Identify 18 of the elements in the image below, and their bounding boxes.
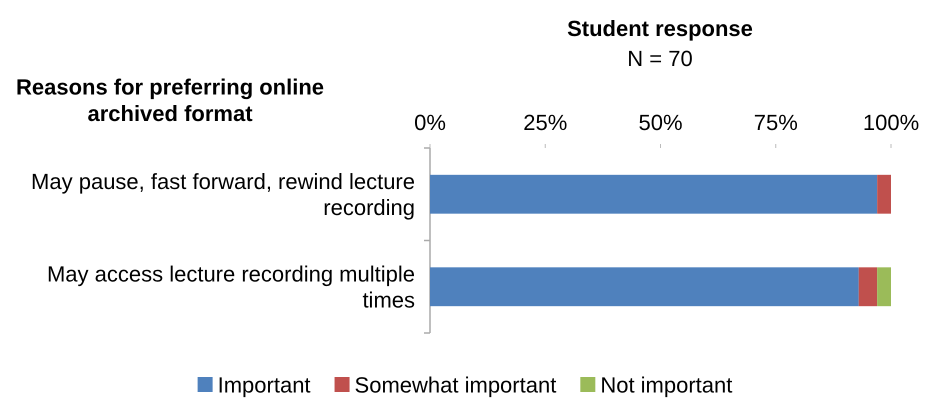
x-tick-label: 100% bbox=[862, 110, 920, 135]
legend-label: Not important bbox=[600, 372, 732, 398]
chart-subtitle: N = 70 bbox=[627, 46, 693, 71]
legend-label: Somewhat important bbox=[354, 372, 556, 398]
legend-label: Important bbox=[218, 372, 311, 398]
bar bbox=[877, 174, 891, 214]
bar bbox=[858, 267, 878, 306]
chart-title: Student response bbox=[567, 16, 753, 41]
x-tick-label: 75% bbox=[754, 110, 798, 135]
bar bbox=[430, 174, 878, 214]
bar bbox=[430, 267, 859, 306]
y-tick-label: May pause, fast forward, rewind lecture recording bbox=[31, 168, 415, 220]
x-tick-label: 0% bbox=[414, 110, 446, 135]
x-tick-label: 25% bbox=[523, 110, 568, 135]
bar bbox=[877, 267, 891, 306]
y-tick-label: May access lecture recording multiple times bbox=[46, 261, 415, 313]
x-tick-label: 50% bbox=[638, 110, 683, 135]
y-axis-title: Reasons for preferring online archived format bbox=[16, 74, 324, 126]
